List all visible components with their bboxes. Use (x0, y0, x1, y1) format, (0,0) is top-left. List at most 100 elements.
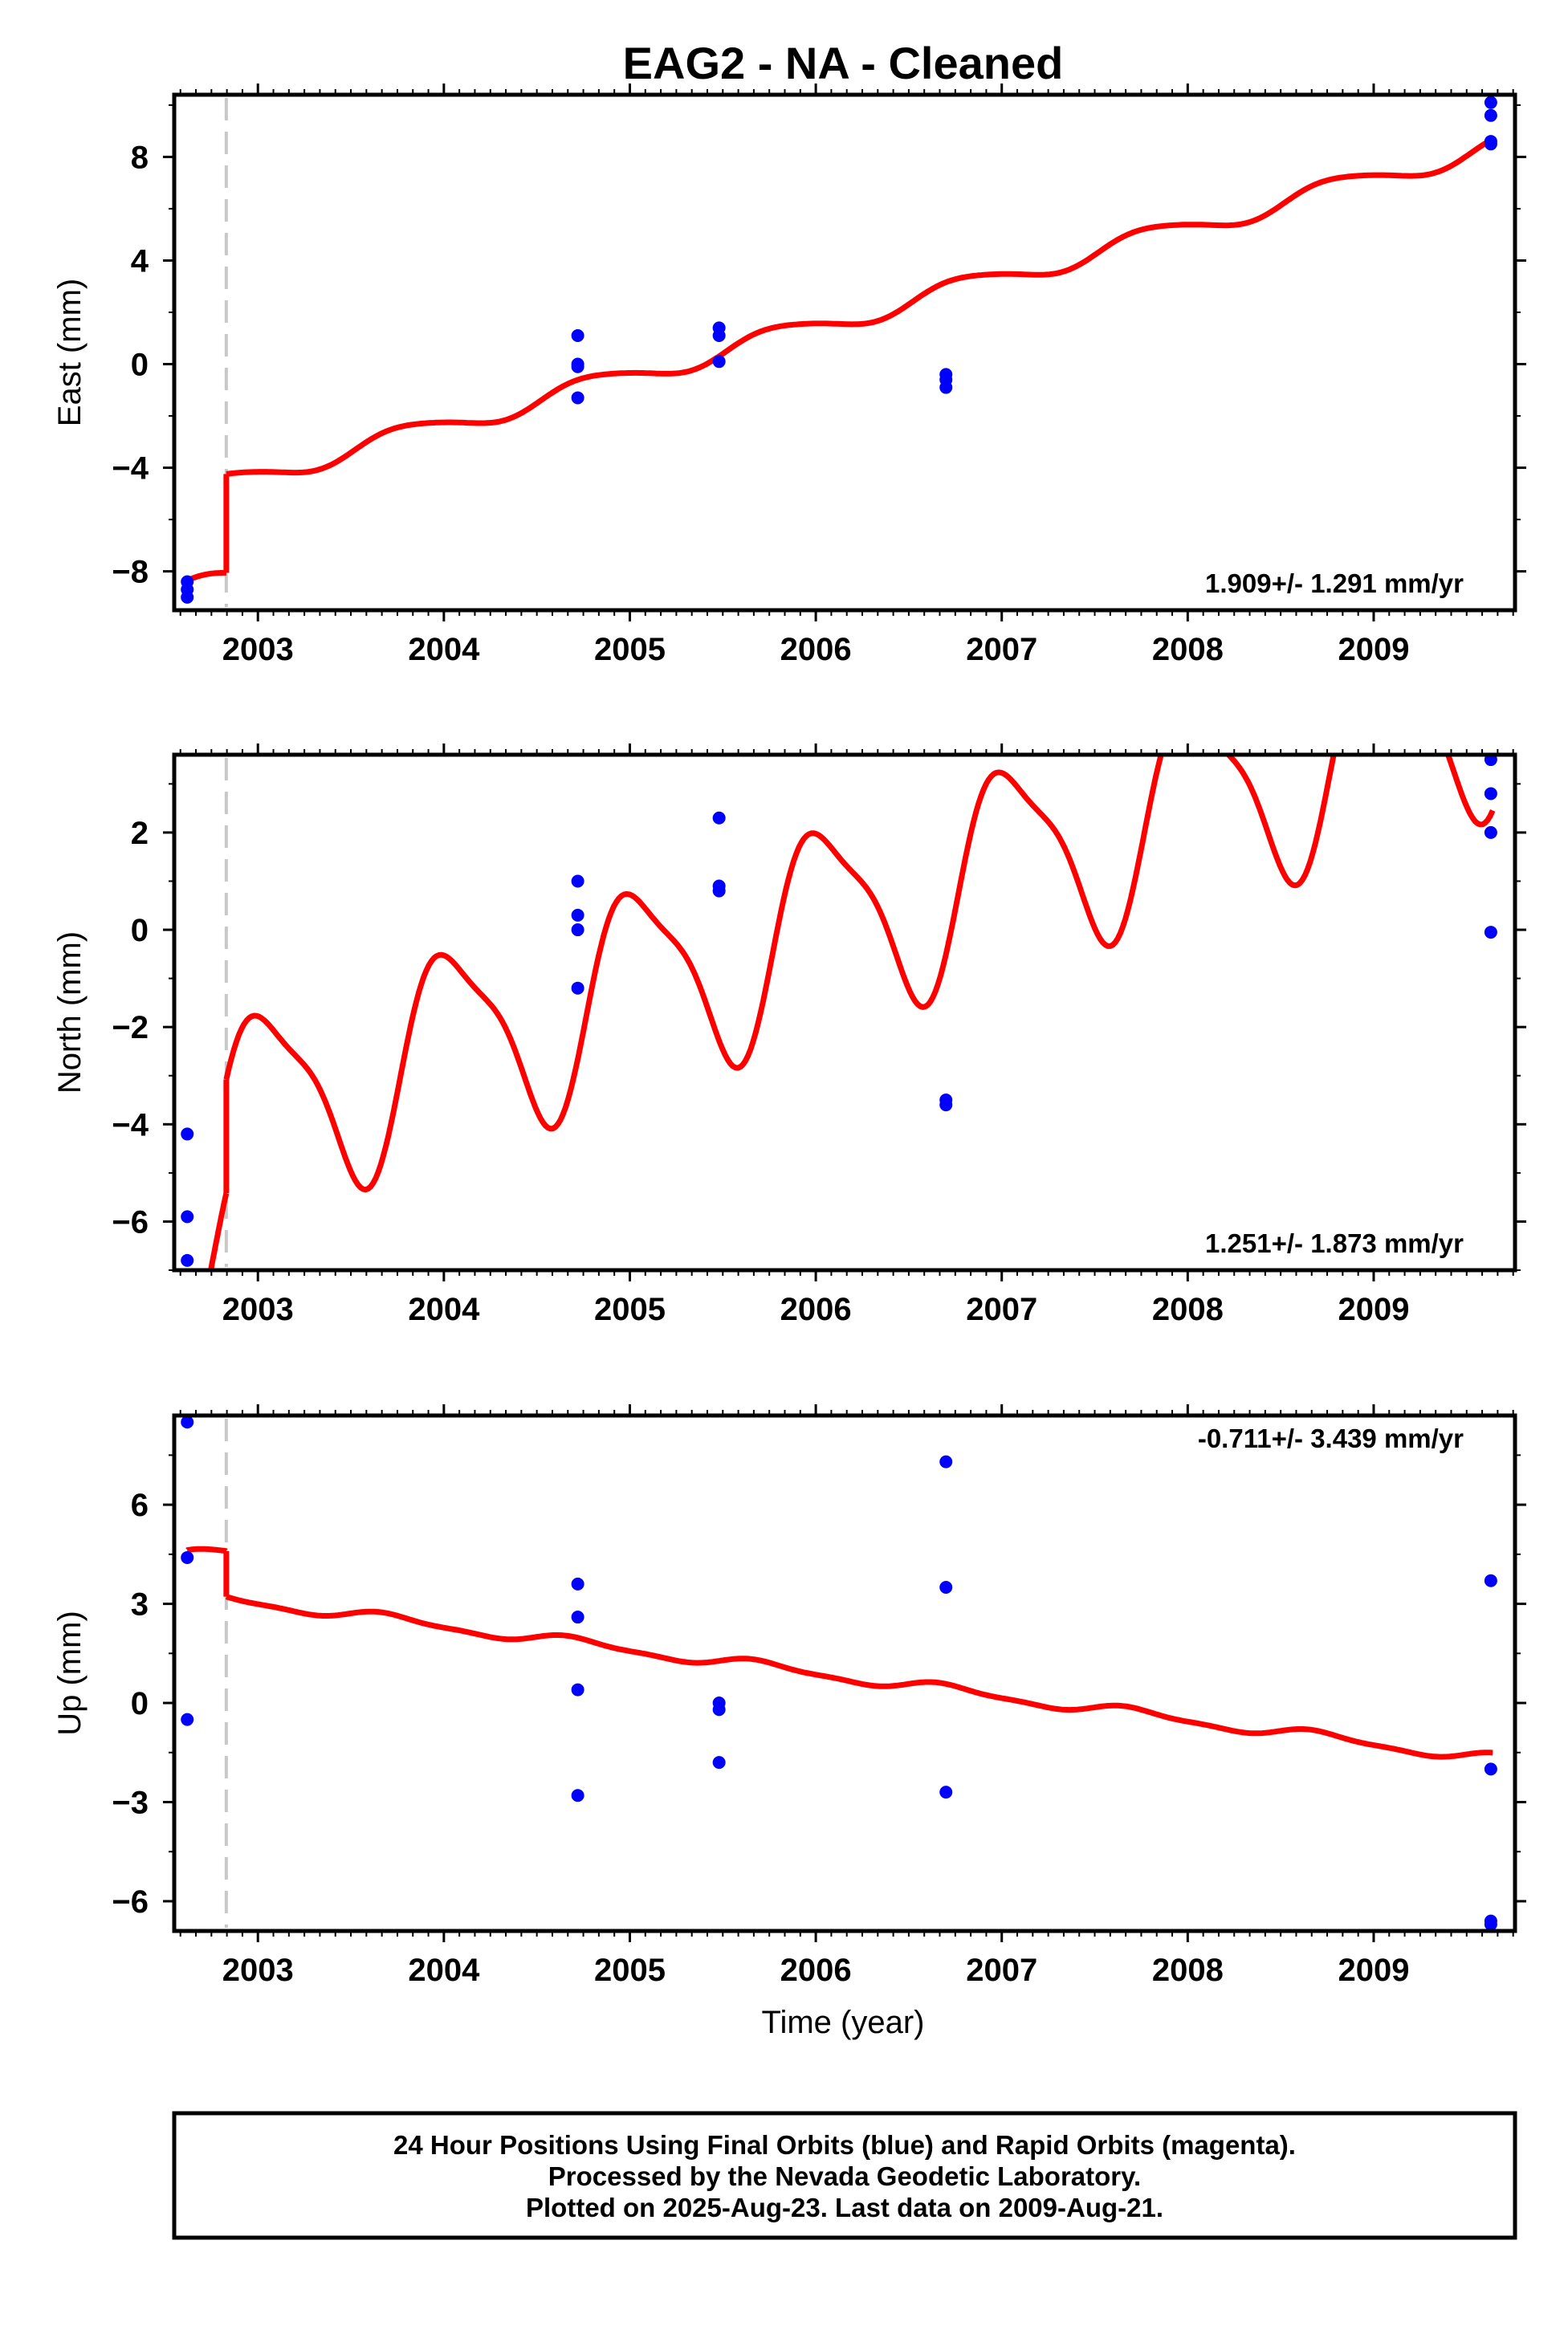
chart-title: EAG2 - NA - Cleaned (623, 38, 1064, 88)
x-tick-label: 2009 (1338, 632, 1409, 667)
y-tick-label: 6 (131, 1488, 149, 1523)
data-point (181, 1253, 194, 1267)
data-point (181, 1550, 194, 1564)
y-tick-label: −8 (112, 555, 149, 590)
data-point (181, 1416, 194, 1429)
data-point (1484, 1762, 1497, 1776)
x-tick-label: 2005 (594, 1292, 666, 1327)
y-axis-label: Up (mm) (52, 1611, 88, 1736)
data-point (571, 391, 584, 405)
y-tick-label: 0 (131, 913, 149, 948)
y-axis-label: North (mm) (52, 931, 88, 1094)
data-point (1484, 787, 1497, 800)
x-tick-label: 2004 (408, 632, 480, 667)
data-point (939, 1581, 953, 1594)
x-tick-label: 2006 (780, 632, 852, 667)
data-point (1484, 1917, 1497, 1931)
x-tick-label: 2005 (594, 1953, 666, 1988)
data-point (939, 381, 953, 394)
data-point (1484, 755, 1497, 767)
data-point (571, 908, 584, 922)
y-axis-label: East (mm) (52, 279, 88, 426)
data-point (571, 923, 584, 937)
data-point (939, 1455, 953, 1468)
model-curve-post-offset (226, 136, 1494, 477)
x-tick-label: 2003 (222, 632, 294, 667)
panel-frame (172, 1413, 1517, 1933)
y-tick-label: 0 (131, 1686, 149, 1721)
data-point (712, 355, 726, 369)
data-point (181, 1127, 194, 1141)
y-tick-label: −3 (112, 1786, 149, 1821)
panel-1: −8 −4 0 4 8 2003 2004 2005 2006 2007 2008 2009 East … (52, 84, 1526, 667)
y-tick-label: 2 (131, 816, 149, 851)
y-tick-label: 0 (131, 348, 149, 383)
x-tick-label: 2007 (966, 632, 1037, 667)
x-tick-label: 2006 (780, 1292, 852, 1327)
data-point (571, 1577, 584, 1591)
velocity-annotation: 1.909+/- 1.291 mm/yr (1205, 568, 1464, 598)
data-point (712, 329, 726, 343)
data-point (939, 1098, 953, 1112)
x-tick-label: 2007 (966, 1292, 1037, 1327)
data-point (712, 811, 726, 825)
y-tick-label: −4 (112, 451, 149, 487)
data-point (571, 874, 584, 888)
data-point (181, 590, 194, 604)
x-tick-label: 2008 (1152, 1953, 1224, 1988)
data-point (1484, 96, 1497, 109)
x-tick-label: 2004 (408, 1953, 480, 1988)
velocity-annotation: 1.251+/- 1.873 mm/yr (1205, 1228, 1464, 1258)
data-point (712, 1703, 726, 1717)
y-tick-label: 3 (131, 1587, 149, 1623)
data-point (571, 1611, 584, 1624)
data-point (571, 360, 584, 373)
x-tick-label: 2007 (966, 1953, 1037, 1988)
footer-line-2: Processed by the Nevada Geodetic Laborat… (548, 2161, 1141, 2191)
x-tick-label: 2009 (1338, 1292, 1409, 1327)
y-tick-label: −4 (112, 1107, 149, 1143)
model-curve-post-offset (225, 1594, 1493, 1760)
data-point (571, 1789, 584, 1802)
panel-frame (172, 92, 1517, 613)
footer-line-3: Plotted on 2025-Aug-23. Last data on 200… (526, 2193, 1163, 2222)
panel-3: −6 −3 0 3 6 2003 2004 2005 2006 2007 2008 2009 Up (m… (52, 1404, 1526, 1988)
x-tick-label: 2006 (780, 1953, 852, 1988)
y-tick-label: −6 (112, 1884, 149, 1920)
y-tick-label: −6 (112, 1204, 149, 1240)
data-point (571, 1683, 584, 1697)
data-point (1484, 1574, 1497, 1587)
y-tick-label: 4 (131, 243, 149, 279)
data-point (1484, 825, 1497, 839)
x-tick-label: 2009 (1338, 1953, 1409, 1988)
data-point (181, 1210, 194, 1224)
x-tick-label: 2008 (1152, 632, 1224, 667)
data-point (939, 1786, 953, 1799)
panel-frame (172, 752, 1517, 1273)
x-tick-label: 2004 (408, 1292, 480, 1327)
x-tick-label: 2003 (222, 1953, 294, 1988)
data-point (1484, 108, 1497, 122)
data-point (571, 329, 584, 343)
model-curve-pre-offset (207, 1190, 230, 1270)
x-axis-label: Time (year) (762, 2005, 925, 2040)
x-tick-label: 2005 (594, 632, 666, 667)
x-tick-label: 2003 (222, 1292, 294, 1327)
model-curve-pre-offset (184, 569, 230, 584)
x-tick-label: 2008 (1152, 1292, 1224, 1327)
footer-line-1: 24 Hour Positions Using Final Orbits (bl… (393, 2130, 1296, 2160)
data-point (712, 1756, 726, 1770)
y-tick-label: −2 (112, 1010, 149, 1045)
data-point (1484, 137, 1497, 151)
y-tick-label: 8 (131, 140, 149, 175)
velocity-annotation: -0.711+/- 3.439 mm/yr (1198, 1424, 1464, 1453)
footer-box (172, 2111, 1517, 2240)
data-point (571, 981, 584, 995)
data-point (181, 1713, 194, 1726)
panel-2: −6 −4 −2 0 2 2003 2004 2005 2006 2007 2008 2009 Nort… (52, 743, 1526, 1327)
model-curve-pre-offset (184, 1546, 230, 1554)
model-curve-post-offset (223, 755, 1496, 1193)
data-point (1484, 926, 1497, 939)
